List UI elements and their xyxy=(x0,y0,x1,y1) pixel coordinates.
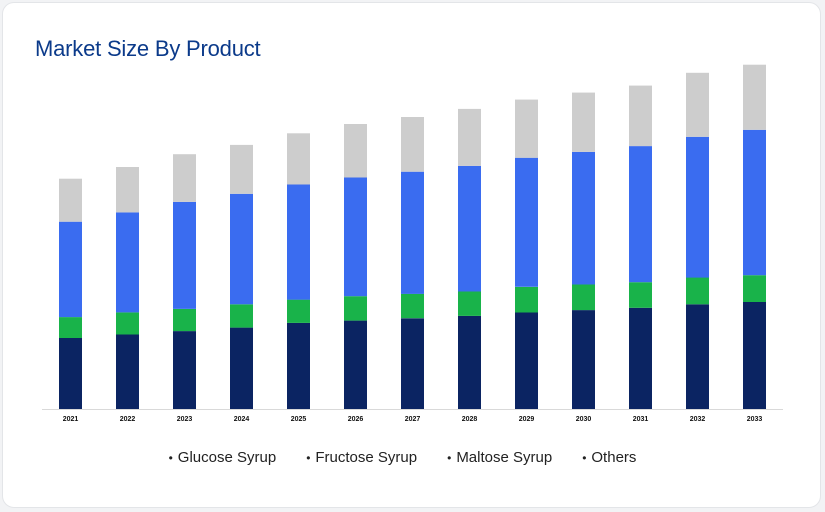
legend-bullet-icon: • xyxy=(582,450,587,465)
legend-bullet-icon: • xyxy=(447,450,452,465)
bar-segment-glucose-syrup-2030 xyxy=(572,310,595,409)
bar-segment-glucose-syrup-2033 xyxy=(743,302,766,409)
legend-label: Fructose Syrup xyxy=(315,449,418,466)
bar-segment-maltose-syrup-2025 xyxy=(287,184,310,300)
bar-segment-fructose-syrup-2021 xyxy=(59,317,82,338)
legend-item: • Glucose Syrup xyxy=(169,449,277,466)
legend-label: Glucose Syrup xyxy=(177,449,277,466)
bar-segment-others-2021 xyxy=(59,178,82,222)
bar-segment-maltose-syrup-2022 xyxy=(116,212,139,313)
legend-bullet-icon: • xyxy=(306,450,311,465)
x-tick-label: 2026 xyxy=(348,416,364,423)
bar-segment-glucose-syrup-2023 xyxy=(173,331,196,409)
bar-segment-others-2030 xyxy=(572,92,595,152)
bar-segment-others-2027 xyxy=(401,117,424,172)
bar-segment-glucose-syrup-2022 xyxy=(116,334,139,409)
bar-segment-maltose-syrup-2027 xyxy=(401,171,424,294)
bar-segment-fructose-syrup-2026 xyxy=(344,296,367,321)
bar-segment-others-2024 xyxy=(230,144,253,194)
bar-segment-maltose-syrup-2030 xyxy=(572,151,595,285)
bar-segment-glucose-syrup-2026 xyxy=(344,320,367,409)
bar-segment-glucose-syrup-2025 xyxy=(287,322,310,409)
bar-segment-fructose-syrup-2032 xyxy=(686,277,709,305)
bar-segment-fructose-syrup-2022 xyxy=(116,312,139,335)
chart-title: Market Size By Product xyxy=(35,36,261,61)
bar-segment-others-2023 xyxy=(173,154,196,202)
bar-segment-glucose-syrup-2024 xyxy=(230,327,253,409)
bar-segment-fructose-syrup-2029 xyxy=(515,286,538,313)
x-tick-label: 2022 xyxy=(120,416,136,423)
bar-segment-others-2028 xyxy=(458,108,481,166)
bar-segment-maltose-syrup-2024 xyxy=(230,193,253,305)
x-tick-label: 2029 xyxy=(519,416,535,423)
bar-segment-glucose-syrup-2029 xyxy=(515,312,538,409)
legend-bullet-icon: • xyxy=(168,450,173,465)
bar-segment-fructose-syrup-2033 xyxy=(743,275,766,302)
x-tick-label: 2023 xyxy=(177,416,193,423)
legend-item: • Others xyxy=(582,449,636,466)
bar-segment-others-2025 xyxy=(287,133,310,185)
bar-segment-maltose-syrup-2021 xyxy=(59,221,82,318)
bar-segment-maltose-syrup-2028 xyxy=(458,165,481,292)
bar-segment-glucose-syrup-2027 xyxy=(401,318,424,409)
bar-segment-glucose-syrup-2028 xyxy=(458,315,481,409)
x-tick-label: 2021 xyxy=(63,416,79,423)
bar-segment-fructose-syrup-2023 xyxy=(173,309,196,332)
x-tick-label: 2027 xyxy=(405,416,421,423)
bar-segment-others-2033 xyxy=(743,64,766,130)
bar-segment-glucose-syrup-2032 xyxy=(686,304,709,409)
bar-segment-maltose-syrup-2029 xyxy=(515,157,538,287)
bar-segment-maltose-syrup-2026 xyxy=(344,177,367,297)
bar-segment-fructose-syrup-2031 xyxy=(629,282,652,308)
bar-segment-others-2029 xyxy=(515,99,538,158)
x-tick-label: 2025 xyxy=(291,416,307,423)
bar-segment-maltose-syrup-2033 xyxy=(743,129,766,276)
legend-item: • Fructose Syrup xyxy=(306,449,417,466)
x-tick-label: 2032 xyxy=(690,416,706,423)
bar-segment-maltose-syrup-2032 xyxy=(686,136,709,278)
bar-segment-others-2022 xyxy=(116,167,139,213)
x-tick-label: 2031 xyxy=(633,416,649,423)
bar-segment-fructose-syrup-2028 xyxy=(458,291,481,316)
bar-segment-glucose-syrup-2021 xyxy=(59,338,82,409)
bar-segment-fructose-syrup-2027 xyxy=(401,293,424,319)
bar-segment-others-2031 xyxy=(629,85,652,147)
bar-segment-others-2032 xyxy=(686,72,709,137)
bar-segment-maltose-syrup-2031 xyxy=(629,146,652,283)
chart-legend: • Glucose Syrup • Fructose Syrup • Malto… xyxy=(0,449,805,466)
legend-item: • Maltose Syrup xyxy=(447,449,552,466)
bar-segment-others-2026 xyxy=(344,124,367,178)
bar-segment-glucose-syrup-2031 xyxy=(629,307,652,409)
x-tick-label: 2030 xyxy=(576,416,592,423)
bar-segment-fructose-syrup-2024 xyxy=(230,304,253,328)
x-tick-label: 2028 xyxy=(462,416,478,423)
legend-label: Others xyxy=(591,449,637,466)
bar-segment-maltose-syrup-2023 xyxy=(173,201,196,309)
bar-segment-fructose-syrup-2030 xyxy=(572,284,595,311)
legend-label: Maltose Syrup xyxy=(456,449,553,466)
bar-segment-fructose-syrup-2025 xyxy=(287,299,310,323)
x-tick-label: 2024 xyxy=(234,416,250,423)
x-tick-label: 2033 xyxy=(747,416,763,423)
